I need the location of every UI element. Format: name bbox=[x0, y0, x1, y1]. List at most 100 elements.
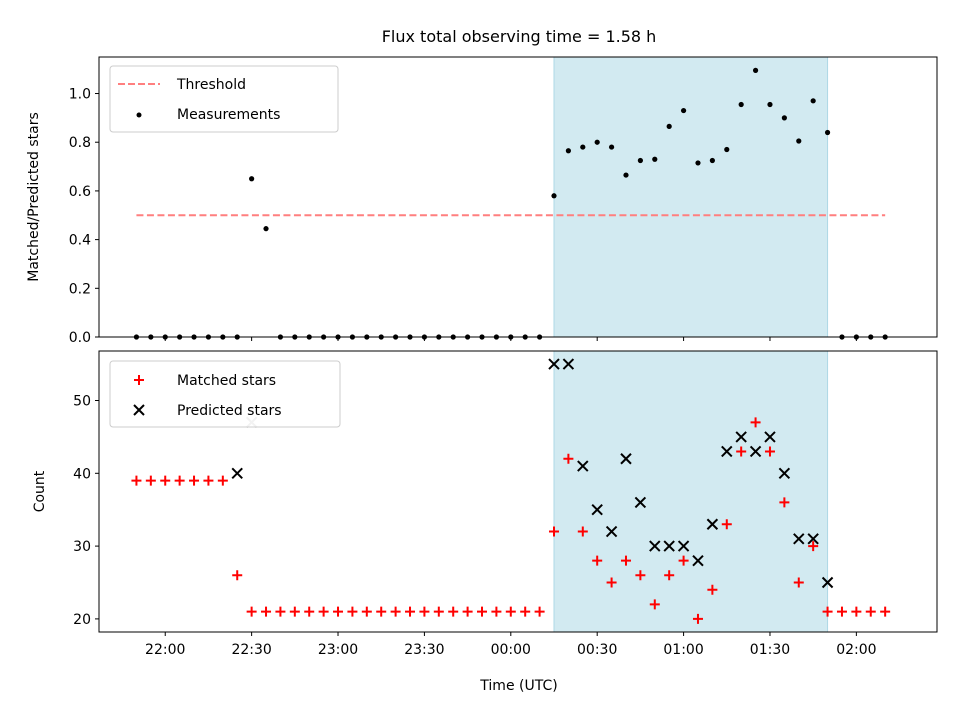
matched-star-point bbox=[275, 606, 286, 617]
matched-star-point bbox=[304, 606, 315, 617]
top-y-ticks: 0.0 0.2 0.4 0.6 0.8 1.0 bbox=[69, 87, 99, 346]
matched-star-point bbox=[491, 606, 502, 617]
predicted-star-point bbox=[591, 503, 603, 516]
measurement-point bbox=[580, 144, 586, 150]
matched-star-point bbox=[736, 446, 747, 457]
y-tick-label: 50 bbox=[73, 394, 91, 410]
y-tick-label: 0.6 bbox=[69, 184, 91, 200]
measurement-point bbox=[796, 138, 802, 144]
matched-star-point bbox=[448, 606, 459, 617]
measurement-point bbox=[652, 156, 658, 162]
y-tick-label: 0.2 bbox=[69, 281, 91, 297]
bottom-legend-box bbox=[109, 360, 341, 428]
y-tick-label: 30 bbox=[73, 539, 91, 555]
matched-star-point bbox=[390, 606, 401, 617]
matched-star-point bbox=[880, 606, 891, 617]
matched-star-point bbox=[678, 555, 689, 566]
matched-star-point bbox=[361, 606, 372, 617]
matched-star-point bbox=[635, 570, 646, 581]
measurement-point bbox=[565, 148, 571, 154]
matched-star-point bbox=[592, 555, 603, 566]
predicted-star-point bbox=[764, 431, 776, 443]
y-tick-label: 0.0 bbox=[69, 330, 91, 346]
matched-star-point bbox=[836, 606, 847, 617]
x-tick-label: 02:00 bbox=[836, 642, 876, 658]
predicted-star-point bbox=[807, 533, 819, 545]
bottom-marks bbox=[131, 358, 891, 624]
predicted-star-point bbox=[548, 358, 560, 370]
bottom-legend: Matched stars Predicted stars bbox=[109, 360, 341, 428]
predicted-star-point bbox=[649, 540, 661, 552]
bottom-x-ticks: 22:00 22:30 23:00 23:30 00:00 00:30 01:00 01:30… bbox=[145, 632, 877, 658]
matched-star-point bbox=[217, 475, 228, 486]
x-tick-label: 00:00 bbox=[491, 642, 531, 658]
matched-star-point bbox=[779, 497, 790, 508]
predicted-star-point bbox=[749, 445, 762, 458]
y-tick-label: 0.8 bbox=[69, 135, 91, 151]
matched-star-point bbox=[160, 475, 171, 486]
chart-title: Flux total observing time = 1.58 h bbox=[382, 27, 657, 46]
top-shaded-region bbox=[553, 56, 829, 338]
y-tick-label: 40 bbox=[73, 466, 91, 482]
measurement-point bbox=[738, 101, 744, 108]
matched-star-point bbox=[419, 606, 430, 617]
legend-threshold-label: Threshold bbox=[176, 77, 246, 93]
top-y-axis-label: Matched/Predicted stars bbox=[26, 112, 42, 282]
x-tick-label: 01:00 bbox=[663, 642, 703, 658]
measurement-point bbox=[551, 193, 557, 199]
matched-star-point bbox=[534, 606, 545, 617]
matched-star-point bbox=[808, 541, 819, 552]
matched-star-point bbox=[433, 606, 444, 617]
matched-star-point bbox=[764, 446, 775, 457]
measurement-point bbox=[623, 172, 629, 178]
matched-star-point bbox=[232, 570, 243, 581]
predicted-star-point bbox=[706, 518, 719, 530]
matched-star-point bbox=[548, 526, 559, 537]
legend-matched-label: Matched stars bbox=[177, 373, 276, 389]
top-legend: Threshold Measurements bbox=[109, 65, 339, 133]
measurement-point bbox=[608, 144, 615, 150]
y-tick-label: 20 bbox=[73, 612, 91, 628]
matched-star-point bbox=[577, 526, 588, 537]
x-tick-label: 22:00 bbox=[145, 642, 185, 658]
matched-star-point bbox=[620, 555, 631, 566]
measurement-point bbox=[724, 146, 730, 153]
predicted-star-point bbox=[692, 554, 704, 567]
matched-star-point bbox=[347, 606, 358, 617]
measurement-point bbox=[695, 160, 701, 166]
matched-star-point bbox=[246, 606, 257, 617]
matched-star-point bbox=[707, 584, 718, 595]
x-tick-label: 23:30 bbox=[404, 642, 444, 658]
x-tick-label: 00:30 bbox=[577, 642, 617, 658]
matched-star-point bbox=[692, 613, 703, 624]
legend-predicted-label: Predicted stars bbox=[177, 403, 282, 419]
predicted-star-point bbox=[577, 460, 589, 472]
matched-star-point bbox=[520, 606, 531, 617]
measurement-point bbox=[709, 157, 715, 164]
matched-star-point bbox=[333, 606, 344, 617]
x-axis-label: Time (UTC) bbox=[479, 678, 557, 694]
matched-star-point bbox=[563, 453, 574, 464]
matched-star-point bbox=[145, 475, 156, 486]
matched-star-point bbox=[376, 606, 387, 617]
matched-star-point bbox=[261, 606, 272, 617]
predicted-star-point bbox=[620, 453, 632, 465]
top-axes-frame bbox=[98, 56, 938, 338]
measurement-point bbox=[752, 67, 759, 73]
y-tick-label: 0.4 bbox=[69, 233, 91, 249]
measurement-point bbox=[666, 123, 672, 129]
measurement-point bbox=[810, 98, 816, 104]
matched-star-point bbox=[462, 606, 473, 617]
measurement-point bbox=[263, 226, 269, 232]
bottom-panel: 20 30 40 50 22:00 22:30 23:00 23:30 00:00 00:30 0… bbox=[32, 350, 938, 658]
predicted-star-point bbox=[721, 445, 733, 458]
matched-star-point bbox=[721, 519, 732, 530]
x-tick-label: 01:30 bbox=[750, 642, 790, 658]
y-tick-label: 1.0 bbox=[69, 87, 91, 103]
legend-matched-symbol bbox=[134, 375, 144, 385]
predicted-star-point bbox=[793, 533, 805, 545]
measurement-point bbox=[594, 139, 600, 145]
legend-measurements-label: Measurements bbox=[177, 107, 280, 123]
predicted-star-point bbox=[663, 540, 675, 552]
